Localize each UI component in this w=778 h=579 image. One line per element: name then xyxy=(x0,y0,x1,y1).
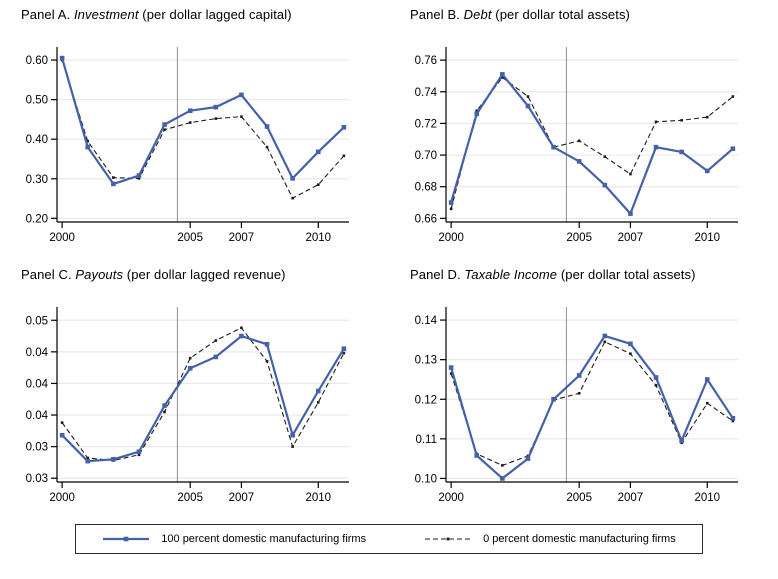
y-tick-label: 0.12 xyxy=(415,394,437,406)
panel-b-title-suffix: (per dollar total assets) xyxy=(495,7,630,22)
x-tick-label: 2000 xyxy=(438,492,464,504)
legend-key-solid-line-icon xyxy=(103,536,150,542)
y-tick-label: 0.03 xyxy=(26,473,48,485)
y-tick-label: 0.74 xyxy=(415,87,438,99)
x-tick-label: 2000 xyxy=(438,232,464,244)
y-tick-label: 0.40 xyxy=(26,134,48,146)
y-tick-label: 0.68 xyxy=(415,182,437,194)
panel-b-title: Panel B. Debt (per dollar total assets) xyxy=(410,7,630,22)
y-tick-label: 0.72 xyxy=(415,118,437,130)
gridlines xyxy=(57,319,349,479)
series-0-percent xyxy=(449,76,735,211)
gridlines xyxy=(446,319,738,480)
x-tick-label: 2005 xyxy=(177,492,203,504)
legend-key-dashed-line-icon xyxy=(425,537,472,541)
y-tick-label: 0.04 xyxy=(26,378,49,390)
y-tick-label: 0.66 xyxy=(415,213,437,225)
x-tick-label: 2007 xyxy=(618,232,644,244)
gridlines xyxy=(446,59,738,219)
panel-c-title: Panel C. Payouts (per dollar lagged reve… xyxy=(21,267,286,282)
panel-d-title-prefix: Panel D. xyxy=(410,267,461,282)
axes: 0.03 0.03 0.04 0.04 0.04 0.05 2000 2005 2007 2010 xyxy=(26,307,349,504)
panel-c-plot: 0.03 0.03 0.04 0.04 0.04 0.05 2000 2005 2007 2010 xyxy=(26,307,349,504)
x-tick-label: 2005 xyxy=(566,232,592,244)
y-tick-label: 0.04 xyxy=(26,410,49,422)
panel-a-title-prefix: Panel A. xyxy=(21,7,71,22)
panel-b-title-variable: Debt xyxy=(463,7,492,22)
x-tick-label: 2010 xyxy=(694,232,720,244)
y-tick-label: 0.20 xyxy=(26,213,48,225)
series-0-percent xyxy=(60,326,346,462)
x-tick-label: 2010 xyxy=(305,492,331,504)
x-tick-label: 2000 xyxy=(49,232,75,244)
legend-label-100-percent: 100 percent domestic manufacturing firms xyxy=(161,533,367,545)
y-tick-label: 0.03 xyxy=(26,442,48,454)
y-tick-label: 0.13 xyxy=(415,355,437,367)
panel-d-title: Panel D. Taxable Income (per dollar tota… xyxy=(410,267,696,282)
panels-grid: Panel A. Investment (per dollar lagged c… xyxy=(0,0,778,520)
panel-d: Panel D. Taxable Income (per dollar tota… xyxy=(389,260,778,520)
panel-a-plot: 0.20 0.30 0.40 0.50 0.60 2000 2005 2007 2010 xyxy=(26,47,349,244)
axes: 0.20 0.30 0.40 0.50 0.60 2000 2005 2007 2010 xyxy=(26,47,349,244)
gridlines xyxy=(57,59,349,219)
legend-item-100-percent: 100 percent domestic manufacturing firms xyxy=(102,533,366,545)
panel-b-plot: 0.66 0.68 0.70 0.72 0.74 0.76 2000 2005 2007 2010 xyxy=(415,47,738,244)
x-tick-label: 2007 xyxy=(229,232,255,244)
panel-c: Panel C. Payouts (per dollar lagged reve… xyxy=(0,260,389,520)
panel-d-plot: 0.10 0.11 0.12 0.13 0.14 2000 2005 2007 2010 xyxy=(415,307,738,504)
legend-label-0-percent: 0 percent domestic manufacturing firms xyxy=(483,533,676,545)
x-tick-label: 2000 xyxy=(49,492,75,504)
panel-a-title: Panel A. Investment (per dollar lagged c… xyxy=(21,7,292,22)
panel-c-title-suffix: (per dollar lagged revenue) xyxy=(126,267,286,282)
axes: 0.10 0.11 0.12 0.13 0.14 2000 2005 2007 2010 xyxy=(415,307,738,504)
legend-row: 100 percent domestic manufacturing firms… xyxy=(0,520,778,579)
y-tick-label: 0.30 xyxy=(26,174,48,186)
series-100-percent xyxy=(59,55,347,187)
panel-d-title-variable: Taxable Income xyxy=(464,267,558,282)
series-100-percent xyxy=(448,333,736,481)
x-tick-label: 2010 xyxy=(305,232,331,244)
x-tick-label: 2010 xyxy=(694,492,720,504)
y-tick-label: 0.50 xyxy=(26,95,48,107)
x-tick-label: 2005 xyxy=(177,232,203,244)
y-tick-label: 0.14 xyxy=(415,315,438,327)
x-tick-label: 2005 xyxy=(566,492,592,504)
panel-c-title-variable: Payouts xyxy=(75,267,124,282)
y-tick-label: 0.05 xyxy=(26,315,48,327)
panel-a-title-suffix: (per dollar lagged capital) xyxy=(142,7,292,22)
y-tick-label: 0.04 xyxy=(26,347,49,359)
panel-b: Panel B. Debt (per dollar total assets) … xyxy=(389,0,778,260)
x-tick-label: 2007 xyxy=(618,492,644,504)
y-tick-label: 0.10 xyxy=(415,473,437,485)
y-tick-label: 0.76 xyxy=(415,55,437,67)
y-tick-label: 0.11 xyxy=(415,434,437,446)
legend: 100 percent domestic manufacturing firms… xyxy=(75,524,703,554)
y-tick-label: 0.70 xyxy=(415,150,437,162)
panel-b-title-prefix: Panel B. xyxy=(410,7,460,22)
panel-d-title-suffix: (per dollar total assets) xyxy=(560,267,696,282)
series-100-percent xyxy=(448,72,736,216)
series-100-percent xyxy=(59,333,347,464)
legend-item-0-percent: 0 percent domestic manufacturing firms xyxy=(424,533,676,545)
y-tick-label: 0.60 xyxy=(26,55,48,67)
x-tick-label: 2007 xyxy=(229,492,255,504)
panel-c-title-prefix: Panel C. xyxy=(21,267,72,282)
axes: 0.66 0.68 0.70 0.72 0.74 0.76 2000 2005 2007 2010 xyxy=(415,47,738,244)
panel-a-title-variable: Investment xyxy=(73,7,139,22)
panel-a: Panel A. Investment (per dollar lagged c… xyxy=(0,0,389,260)
